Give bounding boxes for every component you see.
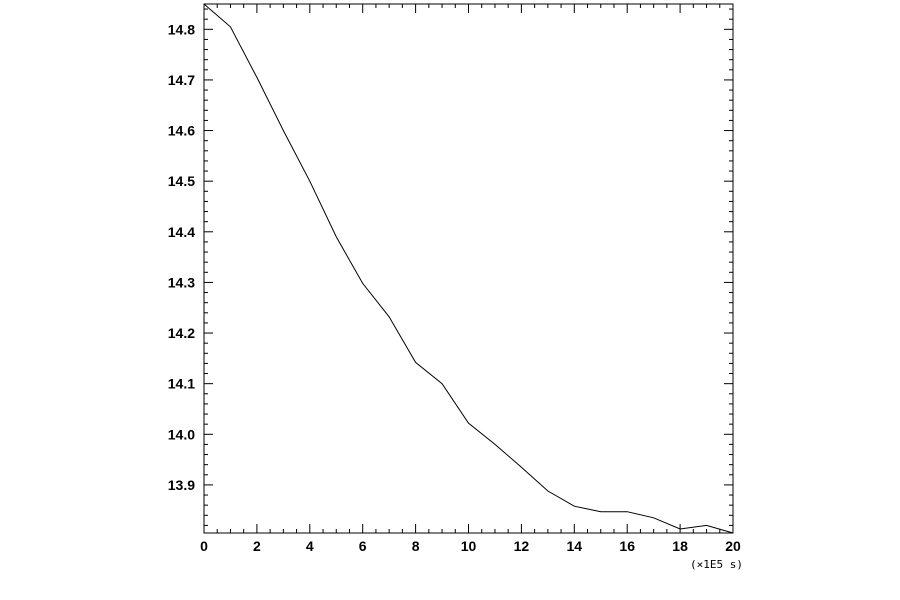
y-tick-label: 14.1: [168, 376, 195, 392]
x-tick-label: 14: [567, 538, 583, 554]
plot-frame: [203, 3, 734, 534]
y-tick-label: 14.2: [168, 325, 195, 341]
y-tick-label: 14.3: [168, 274, 195, 290]
y-tick-label: 14.8: [168, 21, 195, 37]
y-tick-label: 14.4: [168, 224, 195, 240]
x-tick-label: 2: [253, 538, 261, 554]
x-tick-label: 20: [725, 538, 741, 554]
x-tick-label: 18: [672, 538, 688, 554]
major-ticks: [203, 4, 734, 533]
y-tick-label: 14.5: [168, 173, 195, 189]
x-axis-unit-label: (×1E5 s): [690, 558, 743, 571]
x-tick-label: 6: [359, 538, 367, 554]
y-tick-label: 13.9: [168, 477, 195, 493]
x-tick-label: 12: [514, 538, 530, 554]
x-tick-label: 8: [412, 538, 420, 554]
minor-ticks: [204, 4, 733, 533]
y-axis-tick-labels: 13.9 14.0 14.1 14.2 14.3 14.4 14.5 14.6 14.7 14.8: [168, 21, 195, 493]
x-tick-label: 0: [200, 538, 208, 554]
series-line: [203, 3, 734, 534]
x-tick-label: 10: [461, 538, 477, 554]
y-tick-label: 14.0: [168, 426, 195, 442]
y-tick-label: 14.7: [168, 72, 195, 88]
y-tick-label: 14.6: [168, 123, 195, 139]
x-tick-label: 4: [306, 538, 314, 554]
series-group: [203, 3, 734, 534]
x-tick-label: 16: [619, 538, 635, 554]
x-axis-tick-labels: 0 2 4 6 8 10 12 14 16 18 20: [200, 538, 741, 554]
